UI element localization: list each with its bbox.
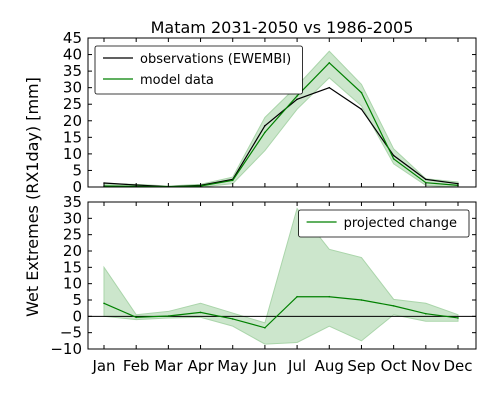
panel-1-ytick-label: 5	[72, 161, 82, 179]
panel-2-legend-label-1: projected change	[344, 216, 457, 231]
xtick-label-Apr: Apr	[188, 357, 215, 375]
panel-1-ytick-label: 30	[63, 79, 82, 97]
panel-1-ytick-label: 10	[63, 145, 82, 163]
panel-1-ytick-label: 0	[72, 178, 82, 196]
panel-2-series-1-point-Nov	[425, 312, 427, 315]
panel-2-ytick-label: 10	[63, 275, 82, 293]
panel-2-ytick-label: 30	[63, 209, 82, 227]
xtick-label-Feb: Feb	[123, 357, 150, 375]
panel-2-series-1-point-Sep	[360, 299, 363, 301]
panel-2-ytick-label: −5	[60, 324, 82, 342]
panel-1-legend-label-2: model data	[140, 73, 214, 88]
xtick-label-Jun: Jun	[252, 357, 276, 375]
panel-2-series-1-point-Dec	[457, 317, 459, 319]
xtick-label-Mar: Mar	[154, 357, 183, 375]
panel-1-ytick-label: 15	[63, 128, 82, 146]
xtick-label-Jul: Jul	[287, 357, 306, 375]
xtick-label-Sep: Sep	[347, 357, 375, 375]
panel-1-series-1-point-Aug	[328, 86, 331, 89]
panel-1-series-2-point-Jul	[296, 95, 298, 97]
panel-1-series-1-point-Sep	[360, 108, 363, 110]
panel-1-legend-label-1: observations (EWEMBI)	[140, 52, 291, 67]
panel-2-ytick-label: 5	[72, 291, 82, 309]
xtick-label-Dec: Dec	[443, 357, 472, 375]
panel-2-ytick-label: 0	[72, 307, 82, 325]
panel-1-series-2-point-Jun	[264, 131, 266, 134]
panel-2-band-1	[103, 207, 459, 345]
panel-1-series-1-point-Jun	[264, 124, 266, 127]
panel-2-series-1-line	[103, 296, 459, 329]
panel-1-ytick-label: 40	[63, 46, 82, 64]
panel-2-series-1-point-Mar	[167, 315, 170, 317]
xtick-label-Jan: Jan	[91, 357, 115, 375]
panel-1-series-2-point-May	[231, 179, 234, 182]
confidence-bands	[103, 50, 459, 345]
xtick-label-Oct: Oct	[381, 357, 407, 375]
panel-1-series-2-point-Aug	[328, 62, 331, 64]
panel-1-ytick-label: 25	[63, 95, 82, 113]
panel-1-series-2-point-Oct	[392, 158, 395, 160]
panel-2-series-1-point-Aug	[328, 295, 331, 298]
panel-2-series-1-point-Jun	[264, 326, 266, 329]
xtick-label-May: May	[217, 357, 248, 375]
legends: observations (EWEMBI) model data projected…	[94, 45, 470, 238]
panel-2-series-1-point-Apr	[199, 311, 202, 314]
xtick-label-Aug: Aug	[315, 357, 344, 375]
panel-2-series-1-point-Oct	[392, 305, 395, 307]
panel-1-ytick-label: 20	[63, 112, 82, 130]
chart-title: Matam 2031-2050 vs 1986-2005	[151, 18, 414, 37]
panel-2-legend-box	[298, 209, 470, 238]
xtick-label-Nov: Nov	[411, 357, 440, 375]
panel-2-frame	[87, 201, 477, 350]
panel-1-frame	[87, 37, 477, 188]
panel-2-series-1-point-Jul	[296, 295, 298, 298]
panel-2-ytick-label: 20	[63, 242, 82, 260]
panel-1-series-1-point-Nov	[425, 178, 427, 181]
panel-2-series-1-point-Feb	[135, 316, 137, 319]
panel-1-ytick-label: 35	[63, 62, 82, 80]
panel-2-series-1-point-May	[231, 318, 234, 320]
panel-1-legend-box	[94, 45, 303, 95]
panel-1-series-2-point-Sep	[360, 91, 363, 94]
panel-2-series-1-point-Jan	[103, 302, 105, 305]
panel-1-ytick-label: 45	[63, 29, 82, 47]
panel-2-ytick-label: 15	[63, 258, 82, 276]
ticks: 051015202530354045−10−505101520253035Jan…	[50, 29, 476, 375]
panel-1-series-1-point-Jul	[296, 98, 298, 101]
panel-2-ytick-label: 25	[63, 226, 82, 244]
panel-2-ytick-label: 35	[63, 193, 82, 211]
panel-1-series-1-point-Oct	[392, 154, 395, 157]
panel-2-ytick-label: −10	[50, 340, 82, 358]
axes	[87, 37, 477, 350]
y-axis-label: Wet Extremes (RX1day) [mm]	[23, 77, 42, 317]
